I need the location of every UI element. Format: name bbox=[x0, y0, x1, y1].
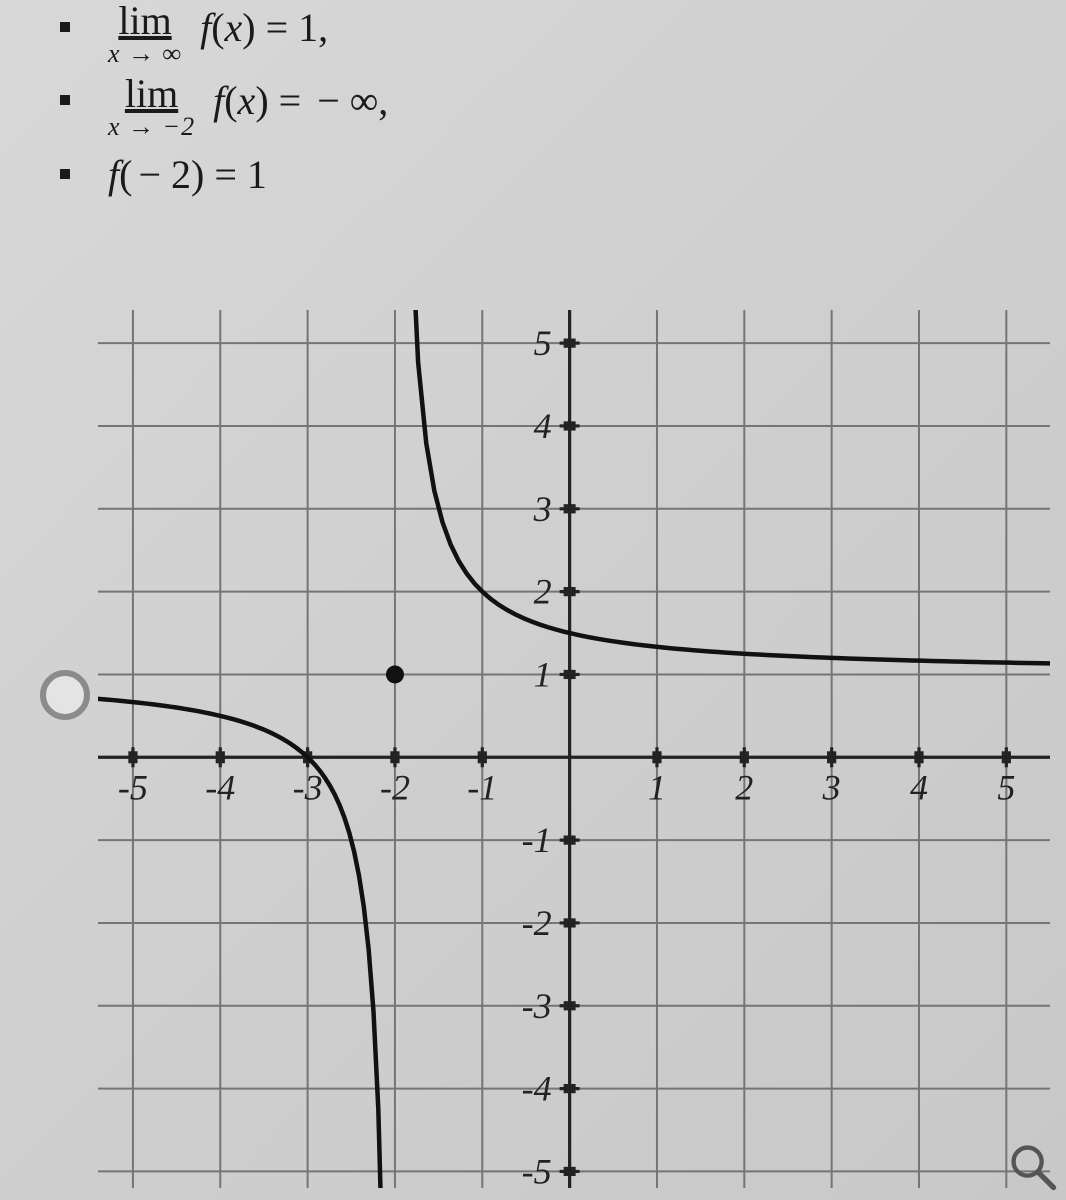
limit-block: lim x → −2 bbox=[108, 73, 195, 140]
svg-text:1: 1 bbox=[648, 767, 666, 807]
limit-text: lim bbox=[118, 0, 171, 42]
svg-text:-3: -3 bbox=[293, 767, 323, 807]
svg-text:2: 2 bbox=[534, 572, 552, 612]
expression: f(x) = − ∞, bbox=[213, 73, 388, 125]
bullet-icon bbox=[60, 169, 70, 179]
condition-1: lim x → ∞ f(x) = 1, bbox=[60, 0, 388, 67]
svg-text:1: 1 bbox=[534, 654, 552, 694]
limit-block: lim x → ∞ bbox=[108, 0, 182, 67]
graph-area: -5 -4 -3 -2 -1 1 2 3 4 5 -5 -4 -3 -2 -1 1 2 3 4 5 bbox=[98, 310, 1050, 1188]
limit-sub: x → ∞ bbox=[108, 40, 182, 67]
svg-text:-2: -2 bbox=[380, 767, 410, 807]
svg-text:5: 5 bbox=[534, 323, 552, 363]
svg-text:5: 5 bbox=[997, 767, 1015, 807]
svg-text:-4: -4 bbox=[522, 1069, 552, 1109]
svg-text:3: 3 bbox=[533, 489, 552, 529]
condition-3: f(− 2) = 1 bbox=[60, 147, 388, 199]
svg-text:4: 4 bbox=[910, 767, 928, 807]
svg-text:3: 3 bbox=[822, 767, 841, 807]
svg-text:-2: -2 bbox=[522, 903, 552, 943]
graph-svg: -5 -4 -3 -2 -1 1 2 3 4 5 -5 -4 -3 -2 -1 1 2 3 4 5 bbox=[98, 310, 1050, 1188]
svg-text:-1: -1 bbox=[522, 820, 552, 860]
zoom-icon[interactable] bbox=[1006, 1140, 1060, 1194]
conditions-list: lim x → ∞ f(x) = 1, lim x → −2 f(x) = − … bbox=[60, 0, 388, 205]
bullet-icon bbox=[60, 95, 70, 105]
answer-option-radio[interactable] bbox=[40, 670, 90, 720]
expression: f(− 2) = 1 bbox=[108, 147, 267, 199]
expression: f(x) = 1, bbox=[200, 0, 328, 52]
svg-text:-4: -4 bbox=[205, 767, 235, 807]
svg-text:-1: -1 bbox=[467, 767, 497, 807]
svg-text:-3: -3 bbox=[522, 986, 552, 1026]
svg-text:-5: -5 bbox=[522, 1151, 552, 1188]
page-root: lim x → ∞ f(x) = 1, lim x → −2 f(x) = − … bbox=[0, 0, 1066, 1200]
condition-2: lim x → −2 f(x) = − ∞, bbox=[60, 73, 388, 140]
limit-sub: x → −2 bbox=[108, 113, 195, 140]
svg-text:4: 4 bbox=[534, 406, 552, 446]
limit-text: lim bbox=[125, 73, 178, 115]
svg-text:2: 2 bbox=[735, 767, 753, 807]
svg-text:-5: -5 bbox=[118, 767, 148, 807]
bullet-icon bbox=[60, 22, 70, 32]
